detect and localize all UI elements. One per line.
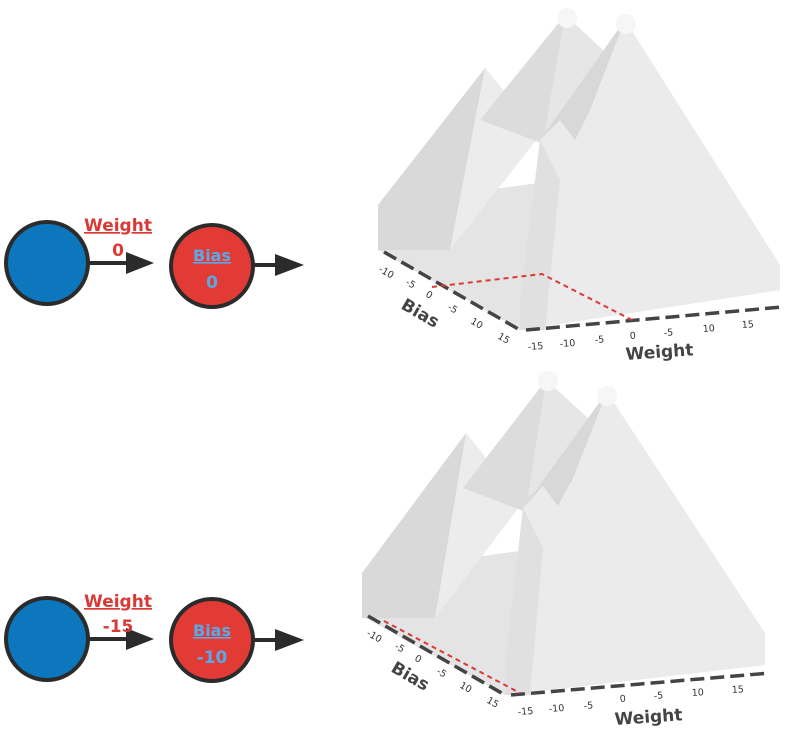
- bias-tick: -10: [377, 264, 396, 281]
- mountain-main-shadow: [523, 392, 607, 508]
- weight-tick: 10: [691, 687, 704, 699]
- weight-tick: 0: [619, 694, 626, 705]
- weight-tick: -15: [527, 341, 543, 353]
- bias-label: Bias: [193, 246, 231, 265]
- bias-value: -10: [197, 648, 228, 668]
- bias-tick: -5: [404, 277, 418, 291]
- bias-axis: [383, 250, 521, 332]
- peak-glow-left: [538, 371, 558, 391]
- weight-tick: -10: [548, 703, 564, 715]
- weight-axis: [525, 305, 783, 332]
- output-arrow-head: [275, 629, 304, 651]
- bias-node: [169, 597, 255, 683]
- bias-tick: 0: [424, 289, 435, 302]
- error-surface: [362, 371, 765, 695]
- terrain-front-edge: [520, 140, 560, 330]
- network-panel-weight-0: -10 -5 0 -5 10 15 Bias -15 -10 -5 0 -5 1…: [4, 8, 783, 365]
- weight-value: 0: [112, 241, 124, 261]
- weight-tick: 0: [629, 331, 636, 342]
- weight-tick: -10: [559, 338, 575, 350]
- weight-label: Weight: [84, 216, 152, 236]
- terrain-front-edge: [505, 508, 543, 695]
- bias-tick: 15: [485, 695, 501, 711]
- weight-tick: -15: [517, 706, 533, 718]
- bias-axis-label: Bias: [398, 295, 443, 333]
- peak-glow-right: [597, 386, 617, 406]
- weight-tick: -5: [663, 327, 673, 339]
- weight-label: Weight: [84, 592, 152, 612]
- current-position-marker: [383, 620, 521, 694]
- bias-tick: 10: [469, 316, 485, 332]
- bias-label: Bias: [193, 621, 231, 640]
- mountain-back-face: [528, 380, 612, 496]
- panel-svg: -10 -5 0 -5 10 15 Bias -15 -10 -5 0 -5 1…: [4, 8, 783, 365]
- weight-arrow-head: [126, 628, 154, 650]
- weight-tick: 15: [741, 319, 754, 331]
- weight-axis-label: Weight: [625, 340, 694, 365]
- peak-glow-left: [557, 8, 577, 28]
- weight-axis: [510, 671, 771, 697]
- mountain-back-face: [545, 15, 630, 130]
- input-node: [4, 220, 90, 306]
- weight-tick: -5: [583, 700, 593, 712]
- weight-tick: 10: [702, 323, 715, 335]
- bias-tick: 10: [458, 680, 474, 696]
- network-panel-weight-minus-15: -10 -5 0 -5 10 15 Bias -15 -10 -5 0 -5 1…: [0, 368, 788, 736]
- weight-tick: -5: [594, 334, 604, 346]
- output-arrow-head: [275, 254, 304, 276]
- error-surface: [378, 8, 780, 330]
- bias-node: [169, 223, 255, 309]
- bias-value: 0: [206, 273, 218, 293]
- bias-tick: -5: [446, 302, 460, 316]
- bias-axis: [367, 614, 506, 697]
- input-node: [4, 596, 90, 682]
- weight-tick: -5: [653, 690, 663, 702]
- bias-tick: -10: [365, 628, 384, 645]
- peak-glow-right: [616, 14, 636, 34]
- panel-svg: -10 -5 0 -5 10 15 Bias -15 -10 -5 0 -5 1…: [4, 371, 771, 730]
- weight-arrow-head: [126, 252, 154, 274]
- bias-axis-label: Bias: [388, 658, 433, 696]
- weight-value: -15: [103, 617, 134, 637]
- mountain-main-shadow: [540, 20, 625, 140]
- bias-tick: -5: [435, 666, 449, 680]
- weight-axis-label: Weight: [614, 705, 683, 730]
- bias-tick: 0: [413, 653, 424, 666]
- network-diagram: Weight 0 Bias 0: [4, 216, 304, 309]
- bias-tick: 15: [496, 331, 512, 347]
- network-diagram: Weight -15 Bias -10: [4, 592, 304, 683]
- weight-tick: 15: [731, 684, 744, 696]
- bias-tick: -5: [393, 641, 407, 655]
- current-position-marker: [431, 272, 633, 321]
